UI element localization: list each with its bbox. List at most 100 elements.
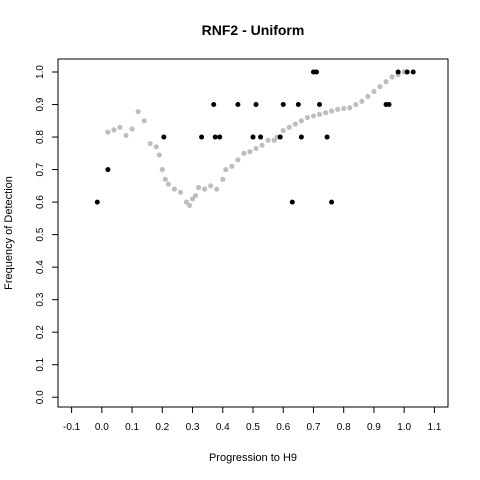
smoothed-point [177,189,184,195]
x-tick-label: 0.1 [125,422,139,433]
smoothed-point [195,184,202,191]
y-axis-label: Frequency of Detection [3,176,15,290]
x-tick-label: 1.0 [397,422,411,433]
smoothed-point [329,108,335,114]
smoothed-point [214,186,220,192]
observed-point [211,102,217,108]
smoothed-point [389,74,395,80]
smoothed-point [165,181,171,187]
smoothed-point [316,111,323,117]
smoothed-point [129,126,135,132]
x-axis-label: Progression to H9 [209,452,297,464]
observed-point [404,69,410,75]
smoothed-point [259,142,265,148]
y-tick-label: 0.8 [35,130,46,144]
smoothed-point [265,137,271,143]
observed-point [410,69,416,75]
observed-series [94,69,416,205]
observed-point [295,102,301,108]
x-tick-label: 1.1 [427,422,441,433]
y-tick-label: 0.4 [35,260,46,274]
observed-point [386,102,392,108]
observed-point [289,199,295,205]
smoothed-point [162,176,168,182]
smoothed-point [183,199,190,205]
chart-title: RNF2 - Uniform [202,22,305,38]
smoothed-point [353,101,359,108]
observed-point [298,134,304,140]
smoothed-point [347,105,353,111]
smoothed-point [208,183,214,189]
observed-point [217,134,223,140]
observed-point [324,134,330,140]
smoothed-point [298,118,304,124]
smoothed-point [171,186,177,192]
x-tick-label: 0.0 [95,422,109,433]
smoothed-point [189,196,196,202]
plot-area-frame [57,58,449,408]
observed-point [94,199,100,205]
smoothed-point [383,79,389,85]
smoothed-point [141,118,147,124]
x-tick-label: 0.4 [216,422,230,433]
observed-point [313,69,319,75]
y-tick-label: 1.0 [35,65,46,79]
y-tick-label: 0.1 [35,357,46,371]
observed-point [395,69,401,75]
smoothed-point [159,166,165,173]
smoothed-point [220,176,226,182]
y-axis: 0.0 0.1 0.2 0.3 0.4 0.5 0.6 0.7 0.8 0.9 1.0 [35,65,58,404]
smoothed-point [359,98,365,104]
smoothed-point [111,127,117,133]
x-tick-label: 0.6 [276,422,290,433]
observed-point [105,167,111,173]
smoothed-point [156,152,162,158]
smoothed-point [247,149,253,155]
smoothed-point [202,186,208,192]
smoothed-point [371,88,377,95]
observed-point [258,134,264,140]
y-tick-label: 0.3 [35,292,46,306]
smoothed-point [147,140,153,147]
observed-point [277,134,283,140]
observed-point [235,102,241,108]
smoothed-point [377,84,383,90]
x-axis: -0.1 0.0 0.1 0.2 0.3 0.4 0.5 0.6 0.7 0.8 0.9 1.0 1.1 [63,407,442,433]
smoothed-point [235,157,241,163]
y-tick-label: 0.6 [35,195,46,209]
x-tick-label: 0.3 [186,422,200,433]
smoothed-series [105,69,407,208]
observed-point [250,134,256,140]
observed-point [199,134,205,140]
smoothed-point [286,124,292,130]
observed-point [329,199,335,205]
smoothed-point [105,129,111,135]
x-tick-label: 0.9 [367,422,381,433]
smoothed-point [186,202,193,208]
smoothed-point [192,192,199,199]
x-tick-label: -0.1 [63,422,81,433]
smoothed-point [341,105,347,112]
smoothed-point [335,106,341,113]
y-tick-label: 0.5 [35,227,46,241]
observed-point [317,102,323,108]
smoothed-point [271,137,277,143]
smoothed-point [280,127,286,134]
x-tick-label: 0.8 [337,422,351,433]
smoothed-point [241,150,247,156]
x-tick-label: 0.5 [246,422,260,433]
smoothed-point [253,145,259,152]
smoothed-point [153,144,159,150]
smoothed-point [304,114,311,121]
smoothed-point [229,163,235,169]
smoothed-point [123,132,129,139]
y-tick-label: 0.0 [35,390,46,404]
observed-point [212,134,218,140]
smoothed-point [117,124,123,130]
smoothed-point [135,109,141,115]
observed-point [253,102,259,108]
y-tick-label: 0.9 [35,97,46,111]
smoothed-point [365,93,371,100]
